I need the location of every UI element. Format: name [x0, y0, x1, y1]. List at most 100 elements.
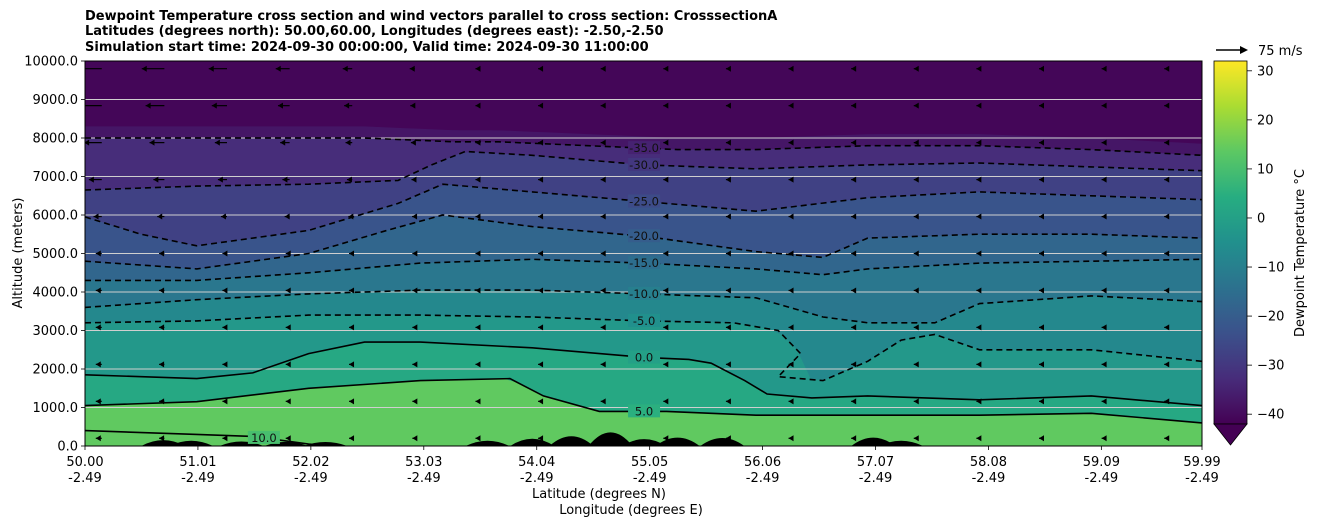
contour-label: -25.0 [629, 195, 659, 209]
wind-arrowhead [1038, 361, 1044, 368]
wind-arrowhead [342, 65, 348, 72]
terrain-peak [465, 440, 510, 446]
wind-arrowhead [1164, 435, 1170, 442]
wind-arrowhead [475, 324, 481, 331]
wind-arrowhead [851, 435, 857, 442]
wind-arrowhead [410, 102, 416, 109]
wind-arrowhead [277, 102, 283, 109]
colorbar-tick-label: −30 [1257, 359, 1284, 374]
wind-arrowhead [1101, 65, 1107, 72]
contour-label: 0.0 [635, 350, 653, 364]
wind-arrowhead [1101, 102, 1107, 109]
contour-label-bg [628, 313, 661, 327]
wind-arrowhead [1038, 176, 1044, 183]
wind-arrowhead [1038, 398, 1044, 405]
x-axis-label-longitude: Longitude (degrees E) [559, 503, 703, 518]
wind-arrowhead [475, 213, 481, 220]
wind-arrowhead [725, 102, 731, 109]
wind-arrowhead [538, 213, 544, 220]
wind-arrowhead [725, 213, 731, 220]
x-tick-label-latitude: 54.04 [518, 455, 555, 470]
wind-arrowhead [538, 65, 544, 72]
wind-arrowhead [222, 361, 228, 368]
x-tick-label-latitude: 58.08 [970, 455, 1007, 470]
x-tick-label-latitude: 55.05 [631, 455, 668, 470]
wind-arrowhead [1101, 435, 1107, 442]
wind-arrowhead [409, 65, 415, 72]
title-line-1: Dewpoint Temperature cross section and w… [85, 9, 778, 24]
wind-arrowhead [95, 398, 101, 405]
wind-arrowhead [1101, 213, 1107, 220]
terrain-peak [588, 432, 633, 446]
x-tick-label-longitude: -2.49 [294, 471, 328, 486]
quiver-key-arrowhead [1240, 46, 1248, 54]
wind-arrowhead [285, 250, 291, 257]
wind-arrowhead [851, 361, 857, 368]
wind-arrowhead [1101, 324, 1107, 331]
wind-arrowhead [725, 287, 731, 294]
wind-arrowhead [1038, 435, 1044, 442]
terrain-peak [169, 440, 214, 446]
wind-arrowhead [663, 398, 669, 405]
wind-arrowhead [222, 287, 228, 294]
wind-arrowhead [159, 361, 165, 368]
contour--30.0 [85, 150, 1202, 191]
wind-arrowhead [725, 139, 731, 146]
wind-arrowhead [1038, 324, 1044, 331]
wind-arrowhead [220, 213, 226, 220]
wind-arrowhead [208, 65, 214, 72]
wind-arrowhead [412, 213, 418, 220]
terrain-peak [655, 437, 700, 446]
wind-arrowhead [913, 287, 919, 294]
colorbar: −40 −30 −20 −10 0 10 20 30 Dewpoint Temperature… [1213, 60, 1308, 446]
title-line-2: Latitudes (degrees north): 50.00,60.00, … [85, 24, 664, 40]
colorbar-tick-label: 0 [1257, 211, 1265, 226]
wind-arrowhead [285, 398, 291, 405]
wind-arrowhead [663, 287, 669, 294]
wind-arrowhead [600, 324, 606, 331]
contour-label-bg [628, 157, 661, 171]
wind-arrowhead [976, 250, 982, 257]
wind-arrowhead [788, 435, 794, 442]
wind-arrowhead [788, 139, 794, 146]
contour-label-bg [628, 286, 661, 300]
wind-arrowhead [475, 361, 481, 368]
wind-arrowhead [663, 324, 669, 331]
wind-arrowhead [349, 398, 355, 405]
wind-arrowhead [913, 250, 919, 257]
wind-arrowhead [1164, 324, 1170, 331]
terrain-peak [549, 436, 594, 446]
filled-contours [85, 61, 1202, 446]
contour-0.0 [85, 341, 1202, 407]
contour-label: -35.0 [629, 141, 659, 155]
wind-arrowhead [976, 287, 982, 294]
wind-arrowhead [1038, 102, 1044, 109]
wind-arrowhead [851, 213, 857, 220]
wind-arrowhead [85, 139, 90, 146]
wind-arrowhead [95, 361, 101, 368]
wind-arrowhead [851, 65, 857, 72]
y-tick-label: 0.0 [57, 440, 78, 455]
x-tick-label-longitude: -2.49 [746, 471, 780, 486]
contour--35.0 [85, 137, 1202, 157]
terrain-peak [510, 438, 555, 446]
y-tick-label: 1000.0 [33, 401, 79, 416]
x-tick-label-longitude: -2.49 [1185, 471, 1219, 486]
wind-arrowhead [345, 139, 351, 146]
contour-label: -30.0 [629, 158, 659, 172]
contour--20.0 [85, 214, 1202, 270]
wind-arrowhead [285, 361, 291, 368]
wind-arrowhead [913, 398, 919, 405]
x-tick-label-latitude: 59.99 [1183, 455, 1220, 470]
contour-label: -10.0 [629, 287, 659, 301]
wind-arrowhead [538, 435, 544, 442]
wind-arrowhead [475, 65, 481, 72]
plot-area: -35.0 -30.0 -25.0 -20.0 -15.0 -10.0 -5.0 0.0 5.0… [85, 61, 1202, 446]
x-tick-label-latitude: 50.00 [66, 455, 103, 470]
x-tick-label-longitude: -2.49 [407, 471, 441, 486]
quiver-key: 75 m/s [1216, 44, 1303, 59]
wind-arrowhead [1164, 398, 1170, 405]
wind-arrowhead [1101, 250, 1107, 257]
wind-arrowhead [725, 176, 731, 183]
